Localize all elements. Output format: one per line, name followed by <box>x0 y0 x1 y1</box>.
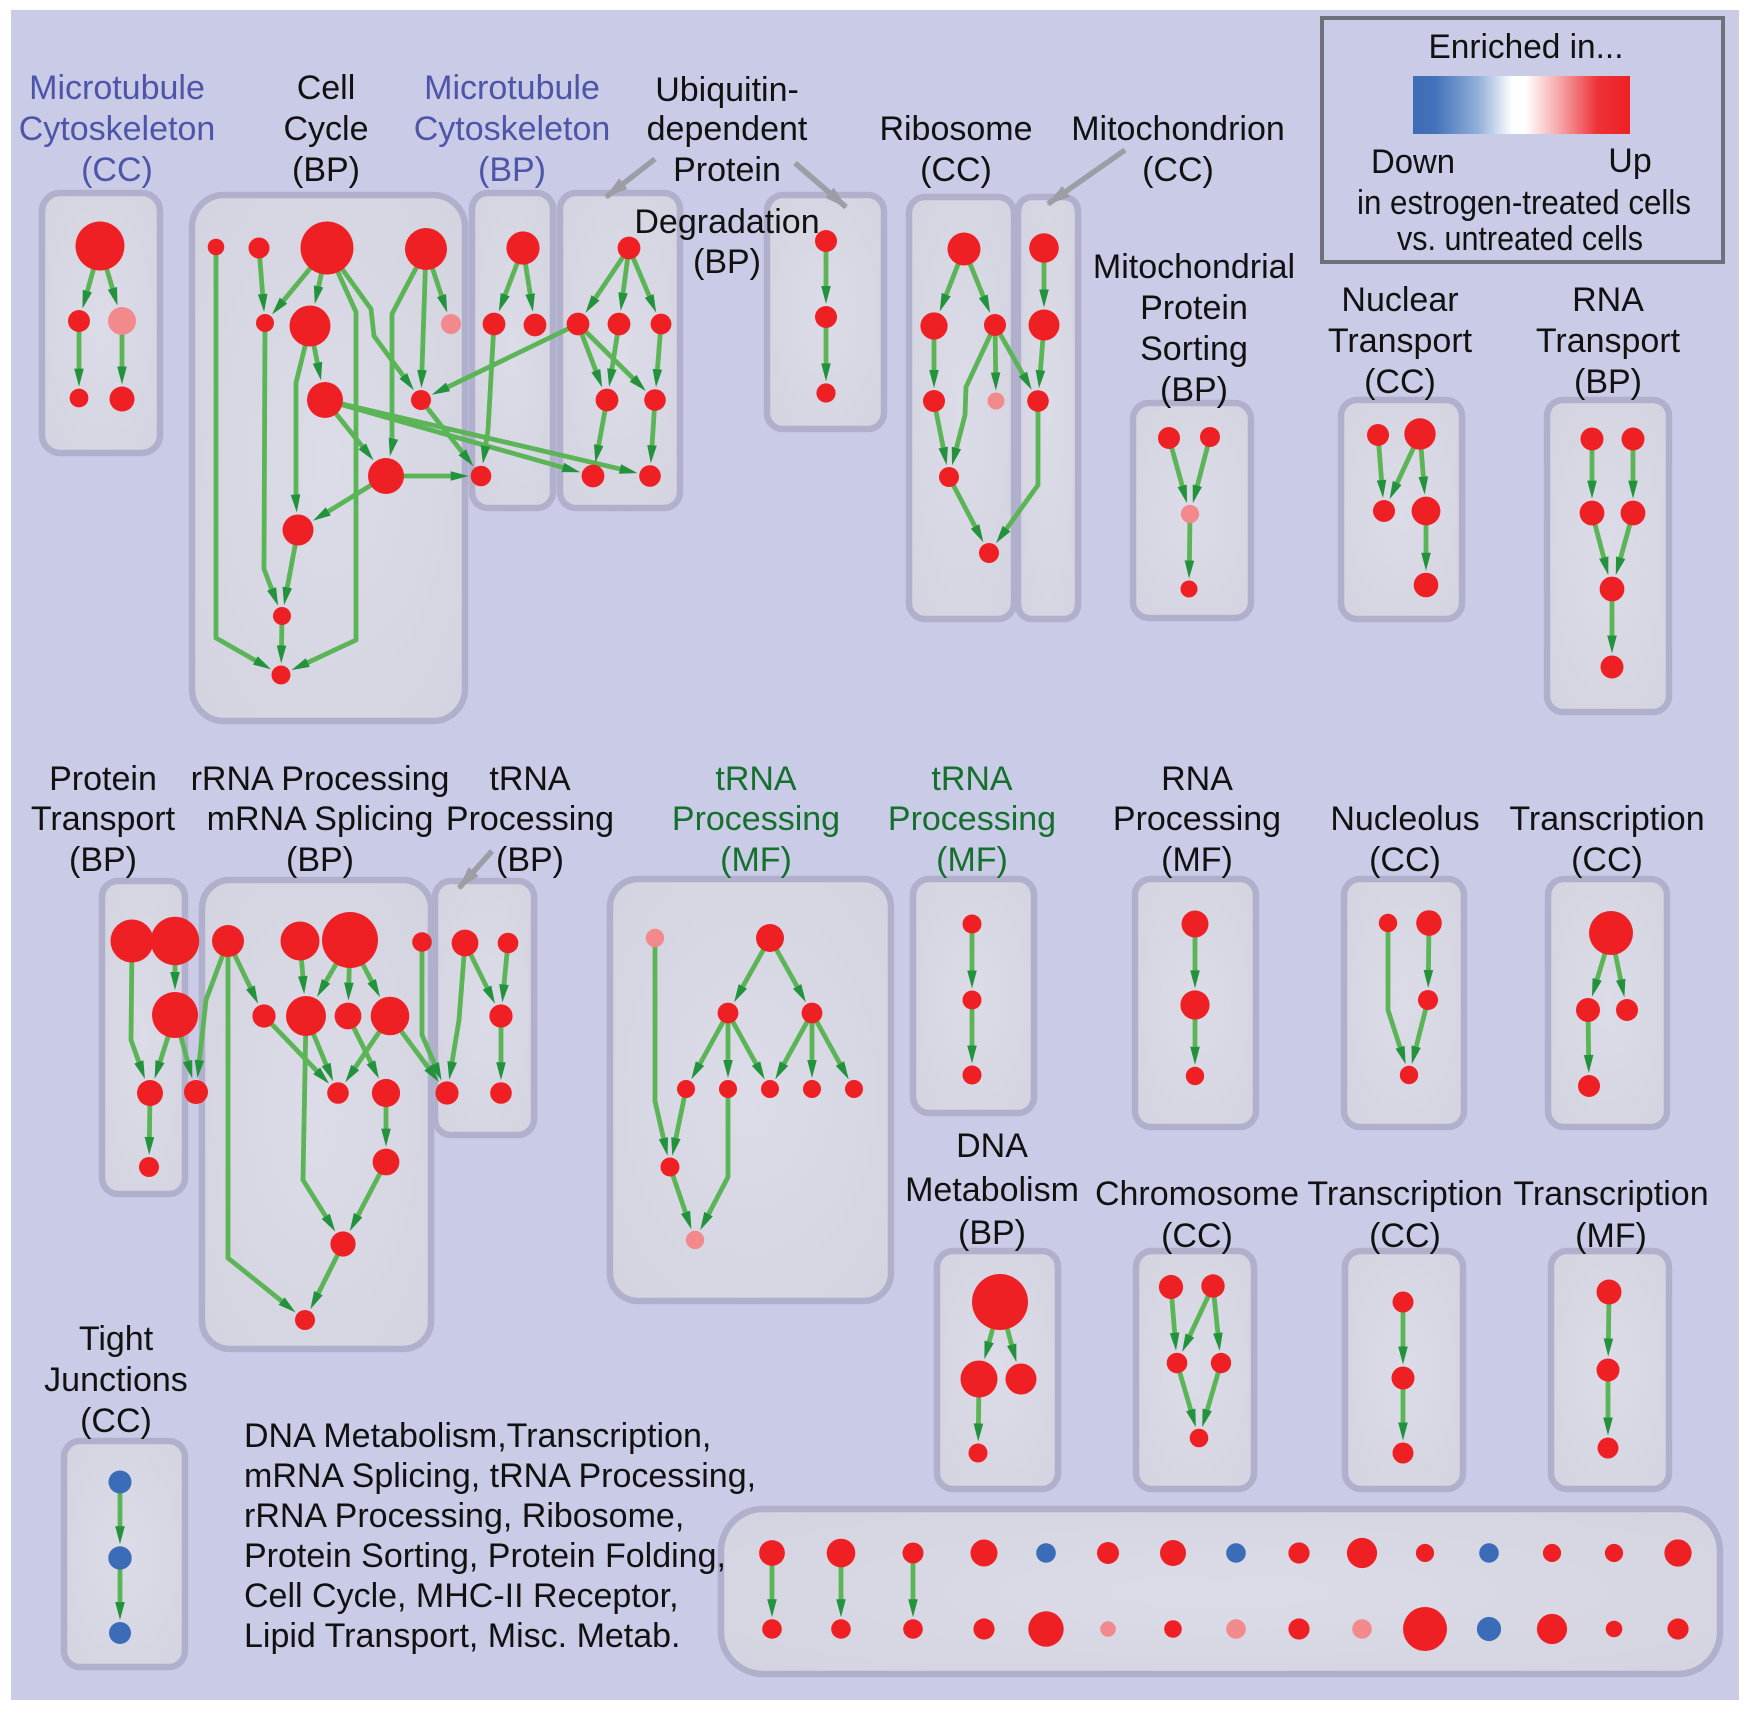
svg-text:(CC): (CC) <box>1369 1217 1441 1255</box>
svg-text:Cytoskeleton: Cytoskeleton <box>414 110 611 148</box>
svg-text:Processing: Processing <box>446 800 614 838</box>
svg-text:Cell Cycle, MHC-II Receptor,: Cell Cycle, MHC-II Receptor, <box>244 1577 679 1615</box>
svg-text:Transport: Transport <box>1328 322 1473 360</box>
svg-text:vs. untreated cells: vs. untreated cells <box>1397 220 1643 258</box>
svg-text:tRNA: tRNA <box>715 760 797 798</box>
svg-text:(BP): (BP) <box>496 841 564 879</box>
svg-text:(CC): (CC) <box>1571 841 1643 879</box>
svg-text:Cell: Cell <box>297 69 356 107</box>
svg-text:(BP): (BP) <box>1160 371 1228 409</box>
svg-text:Ubiquitin-: Ubiquitin- <box>655 71 799 109</box>
svg-text:rRNA Processing, Ribosome,: rRNA Processing, Ribosome, <box>244 1497 684 1535</box>
svg-text:Protein Sorting, Protein Foldi: Protein Sorting, Protein Folding, <box>244 1537 726 1575</box>
svg-text:Cytoskeleton: Cytoskeleton <box>19 110 216 148</box>
svg-text:(BP): (BP) <box>69 841 137 879</box>
svg-text:Down: Down <box>1371 143 1455 181</box>
svg-text:(CC): (CC) <box>81 151 153 189</box>
svg-text:Protein: Protein <box>1140 289 1248 327</box>
svg-text:mRNA Splicing, tRNA Processing: mRNA Splicing, tRNA Processing, <box>244 1457 756 1495</box>
svg-text:(CC): (CC) <box>1364 363 1436 401</box>
svg-text:(BP): (BP) <box>478 151 546 189</box>
svg-text:Enriched in...: Enriched in... <box>1429 28 1624 66</box>
svg-text:Chromosome: Chromosome <box>1095 1175 1299 1213</box>
svg-text:(CC): (CC) <box>1161 1217 1233 1255</box>
svg-text:tRNA: tRNA <box>931 760 1013 798</box>
svg-text:Metabolism: Metabolism <box>905 1171 1079 1209</box>
svg-text:Junctions: Junctions <box>44 1361 188 1399</box>
svg-text:mRNA Splicing: mRNA Splicing <box>207 800 434 838</box>
svg-text:Sorting: Sorting <box>1140 330 1248 368</box>
svg-text:Degradation: Degradation <box>634 203 819 241</box>
svg-text:Nuclear: Nuclear <box>1341 281 1458 319</box>
svg-text:Ribosome: Ribosome <box>879 110 1032 148</box>
svg-text:(MF): (MF) <box>720 841 792 879</box>
svg-text:(MF): (MF) <box>936 841 1008 879</box>
svg-text:Tight: Tight <box>79 1320 154 1358</box>
svg-text:Processing: Processing <box>888 800 1056 838</box>
svg-text:Processing: Processing <box>1113 800 1281 838</box>
svg-text:RNA: RNA <box>1161 760 1233 798</box>
svg-text:(MF): (MF) <box>1575 1217 1647 1255</box>
svg-text:Up: Up <box>1608 142 1651 180</box>
svg-text:DNA: DNA <box>956 1127 1028 1165</box>
svg-text:(BP): (BP) <box>693 243 761 281</box>
svg-text:Nucleolus: Nucleolus <box>1330 800 1479 838</box>
svg-text:Transcription: Transcription <box>1513 1175 1708 1213</box>
svg-text:tRNA: tRNA <box>489 760 571 798</box>
svg-text:Transcription: Transcription <box>1509 800 1704 838</box>
svg-text:Microtubule: Microtubule <box>29 69 205 107</box>
svg-text:Mitochondrion: Mitochondrion <box>1071 110 1285 148</box>
svg-text:RNA: RNA <box>1572 281 1644 319</box>
svg-text:(BP): (BP) <box>292 151 360 189</box>
svg-text:dependent: dependent <box>647 110 808 148</box>
svg-text:(BP): (BP) <box>958 1214 1026 1252</box>
svg-text:Cycle: Cycle <box>283 110 368 148</box>
svg-text:(CC): (CC) <box>1142 151 1214 189</box>
svg-text:(CC): (CC) <box>80 1402 152 1440</box>
svg-text:DNA Metabolism,Transcription,: DNA Metabolism,Transcription, <box>244 1417 711 1455</box>
svg-text:Transcription: Transcription <box>1307 1175 1502 1213</box>
svg-text:Processing: Processing <box>672 800 840 838</box>
svg-text:(BP): (BP) <box>1574 363 1642 401</box>
svg-text:Transport: Transport <box>1536 322 1681 360</box>
svg-text:in estrogen-treated cells: in estrogen-treated cells <box>1357 184 1691 222</box>
svg-text:Mitochondrial: Mitochondrial <box>1093 248 1295 286</box>
svg-text:(MF): (MF) <box>1161 841 1233 879</box>
svg-text:rRNA Processing: rRNA Processing <box>191 760 450 798</box>
svg-text:(BP): (BP) <box>286 841 354 879</box>
svg-text:Transport: Transport <box>31 800 176 838</box>
svg-text:Protein: Protein <box>673 151 781 189</box>
svg-text:(CC): (CC) <box>1369 841 1441 879</box>
svg-text:(CC): (CC) <box>920 151 992 189</box>
svg-text:Lipid Transport, Misc. Metab.: Lipid Transport, Misc. Metab. <box>244 1617 681 1655</box>
svg-text:Protein: Protein <box>49 760 157 798</box>
svg-text:Microtubule: Microtubule <box>424 69 600 107</box>
